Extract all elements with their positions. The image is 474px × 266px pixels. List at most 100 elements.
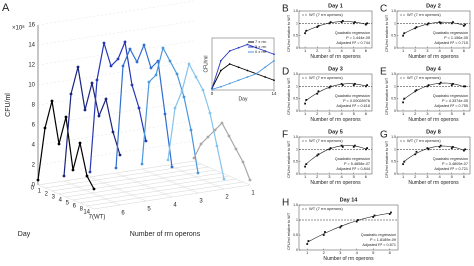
x-tick-label: 8 xyxy=(80,207,84,213)
x-tick-label: 4 xyxy=(340,111,343,116)
inset-point xyxy=(237,46,240,49)
y-tick-label: 1 xyxy=(296,218,298,222)
point xyxy=(64,115,68,119)
x-tick-label: 6 xyxy=(463,174,466,179)
x-tick-label: 2 xyxy=(316,111,319,116)
plot-frame xyxy=(298,136,373,175)
point xyxy=(248,178,252,182)
y-tick-label: 0.5 xyxy=(293,160,298,164)
point xyxy=(62,174,66,178)
point xyxy=(111,130,115,134)
point xyxy=(355,220,358,223)
floor-line xyxy=(44,163,202,189)
x-tick-label: 5 xyxy=(451,48,454,53)
point xyxy=(135,60,139,64)
point xyxy=(388,213,391,215)
point xyxy=(352,145,355,148)
point xyxy=(329,85,332,88)
point xyxy=(372,216,375,218)
y-axis-title: CFU/ml relative to WT xyxy=(287,14,291,52)
y-tick-label: 1 xyxy=(296,21,298,25)
x-tick-label: 5 xyxy=(353,48,356,53)
y-tick-label: 0 xyxy=(296,172,298,176)
point xyxy=(163,112,167,116)
point xyxy=(340,225,343,227)
legend-label: WT (7 rrn operons) xyxy=(407,12,441,17)
plot-frame xyxy=(396,10,471,49)
y-tick-label: 0.5 xyxy=(391,97,396,101)
plot-frame xyxy=(298,73,373,112)
point xyxy=(88,170,92,174)
y-tick-label: 0 xyxy=(32,183,36,189)
z-tick-label: 6 xyxy=(121,211,125,217)
point xyxy=(156,59,160,63)
grid-line xyxy=(37,0,195,26)
x-tick-label: 5 xyxy=(353,111,356,116)
inset-point xyxy=(219,85,222,88)
y-tick-label: 4 xyxy=(32,143,36,149)
annotation: P = 1.444e-05 xyxy=(346,36,370,40)
point xyxy=(426,23,429,26)
point xyxy=(130,83,134,87)
panel-title: Day 8 xyxy=(426,129,441,135)
x-tick-label: 2 xyxy=(316,48,319,53)
inset-point xyxy=(264,66,267,69)
point xyxy=(140,162,144,166)
x-axis-title: Number of rrn operons xyxy=(408,180,459,186)
point xyxy=(206,135,210,139)
y-tick-label: 1.5 xyxy=(391,72,396,76)
legend-label: WT (7 rrn operons) xyxy=(309,12,343,17)
y-axis-title: CFU/ml relative to WT xyxy=(385,140,389,178)
floor-line xyxy=(93,184,251,210)
y-tick-label: 0 xyxy=(394,172,396,176)
y-tick-label: 1 xyxy=(296,84,298,88)
x-tick-label: 14 xyxy=(271,91,277,96)
x-tick-label: 1 xyxy=(306,250,309,255)
floor-line xyxy=(72,175,230,201)
point xyxy=(187,62,191,66)
annotation: Quadratic regression xyxy=(335,31,370,35)
point xyxy=(341,145,344,148)
legend-label: 0 x rrn xyxy=(255,49,266,54)
point xyxy=(390,211,392,214)
point xyxy=(439,81,442,84)
x-tick-label: 4 xyxy=(438,174,441,179)
point xyxy=(452,145,454,148)
legend-label: WT (7 rrn operons) xyxy=(309,206,343,211)
annotation: P = 5.4858e-07 xyxy=(344,162,370,166)
y-tick-label: 1 xyxy=(394,84,396,88)
point xyxy=(427,22,430,25)
y-tick-label: 0 xyxy=(394,46,396,50)
point xyxy=(464,23,467,26)
panel-label: F xyxy=(282,130,288,141)
y-axis-title: CFU/ml relative to WT xyxy=(287,140,291,178)
y-tick-label: 0 xyxy=(296,46,298,50)
y-axis-title: CFU/ml relative to WT xyxy=(385,14,389,52)
annotation: Quadratic regression xyxy=(433,94,468,98)
point xyxy=(340,21,343,23)
x-tick-label: 1 xyxy=(304,111,307,116)
y-axis-title: CFU/ml relative to WT xyxy=(385,77,389,115)
point xyxy=(241,160,245,164)
point xyxy=(414,90,417,93)
panel-label: G xyxy=(380,130,388,141)
regression-curve xyxy=(307,212,390,243)
floor-line xyxy=(86,181,244,207)
x-tick-label: 1 xyxy=(304,48,307,53)
floor-line xyxy=(37,160,195,186)
point xyxy=(450,147,453,149)
point xyxy=(415,26,418,28)
point xyxy=(83,108,87,112)
x-tick-label: 6 xyxy=(365,111,368,116)
x-tick-label: 6 xyxy=(463,48,466,53)
inset-line xyxy=(211,44,275,89)
point xyxy=(354,82,356,85)
inset-point xyxy=(264,76,267,78)
x-tick-label: 5 xyxy=(372,250,375,255)
x-axis-title: Number of rrn operons xyxy=(408,54,459,60)
x-tick-label: 2 xyxy=(45,192,49,198)
point xyxy=(317,153,320,156)
annotation: Adjusted R² = 0.871 xyxy=(362,243,396,247)
point xyxy=(123,40,127,44)
